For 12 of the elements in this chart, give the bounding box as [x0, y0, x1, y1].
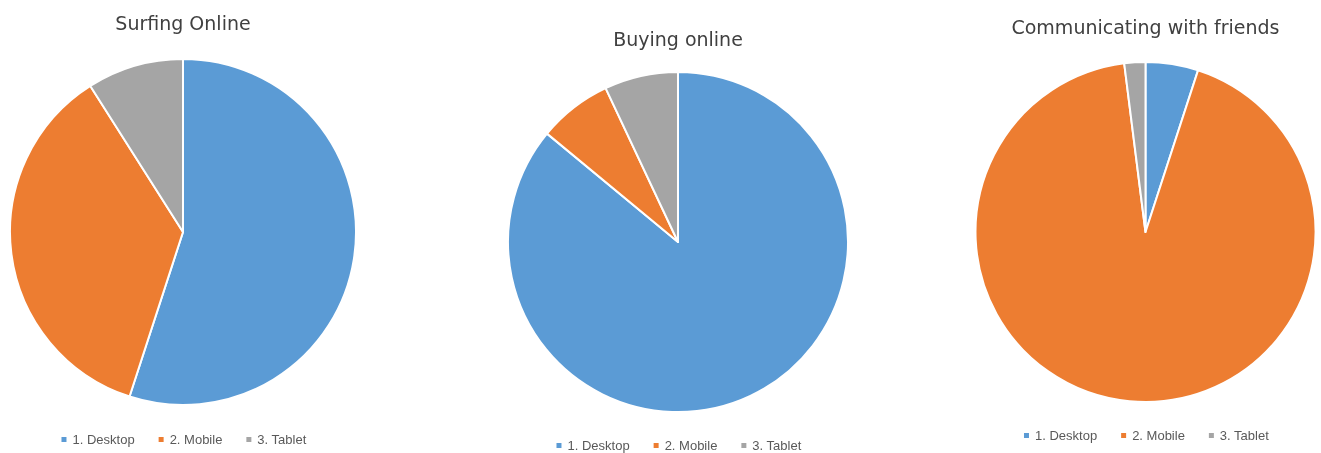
- legend-label: 2. Mobile: [1132, 428, 1185, 443]
- chart-title: Buying online: [613, 27, 743, 50]
- legend-label: 1. Desktop: [567, 438, 630, 453]
- legend-label: 1. Desktop: [72, 432, 135, 447]
- legend-label: 2. Mobile: [664, 438, 718, 453]
- legend-label: 2. Mobile: [169, 432, 223, 447]
- legend-label: 1. Desktop: [1034, 428, 1098, 443]
- legend-label: 3. Tablet: [752, 438, 802, 453]
- legend-label: 3. Tablet: [1219, 428, 1270, 443]
- legend-label: 3. Tablet: [257, 432, 307, 447]
- chart-title: Surfing Online: [115, 11, 251, 34]
- chart-title: Communicating with friends: [1011, 15, 1280, 38]
